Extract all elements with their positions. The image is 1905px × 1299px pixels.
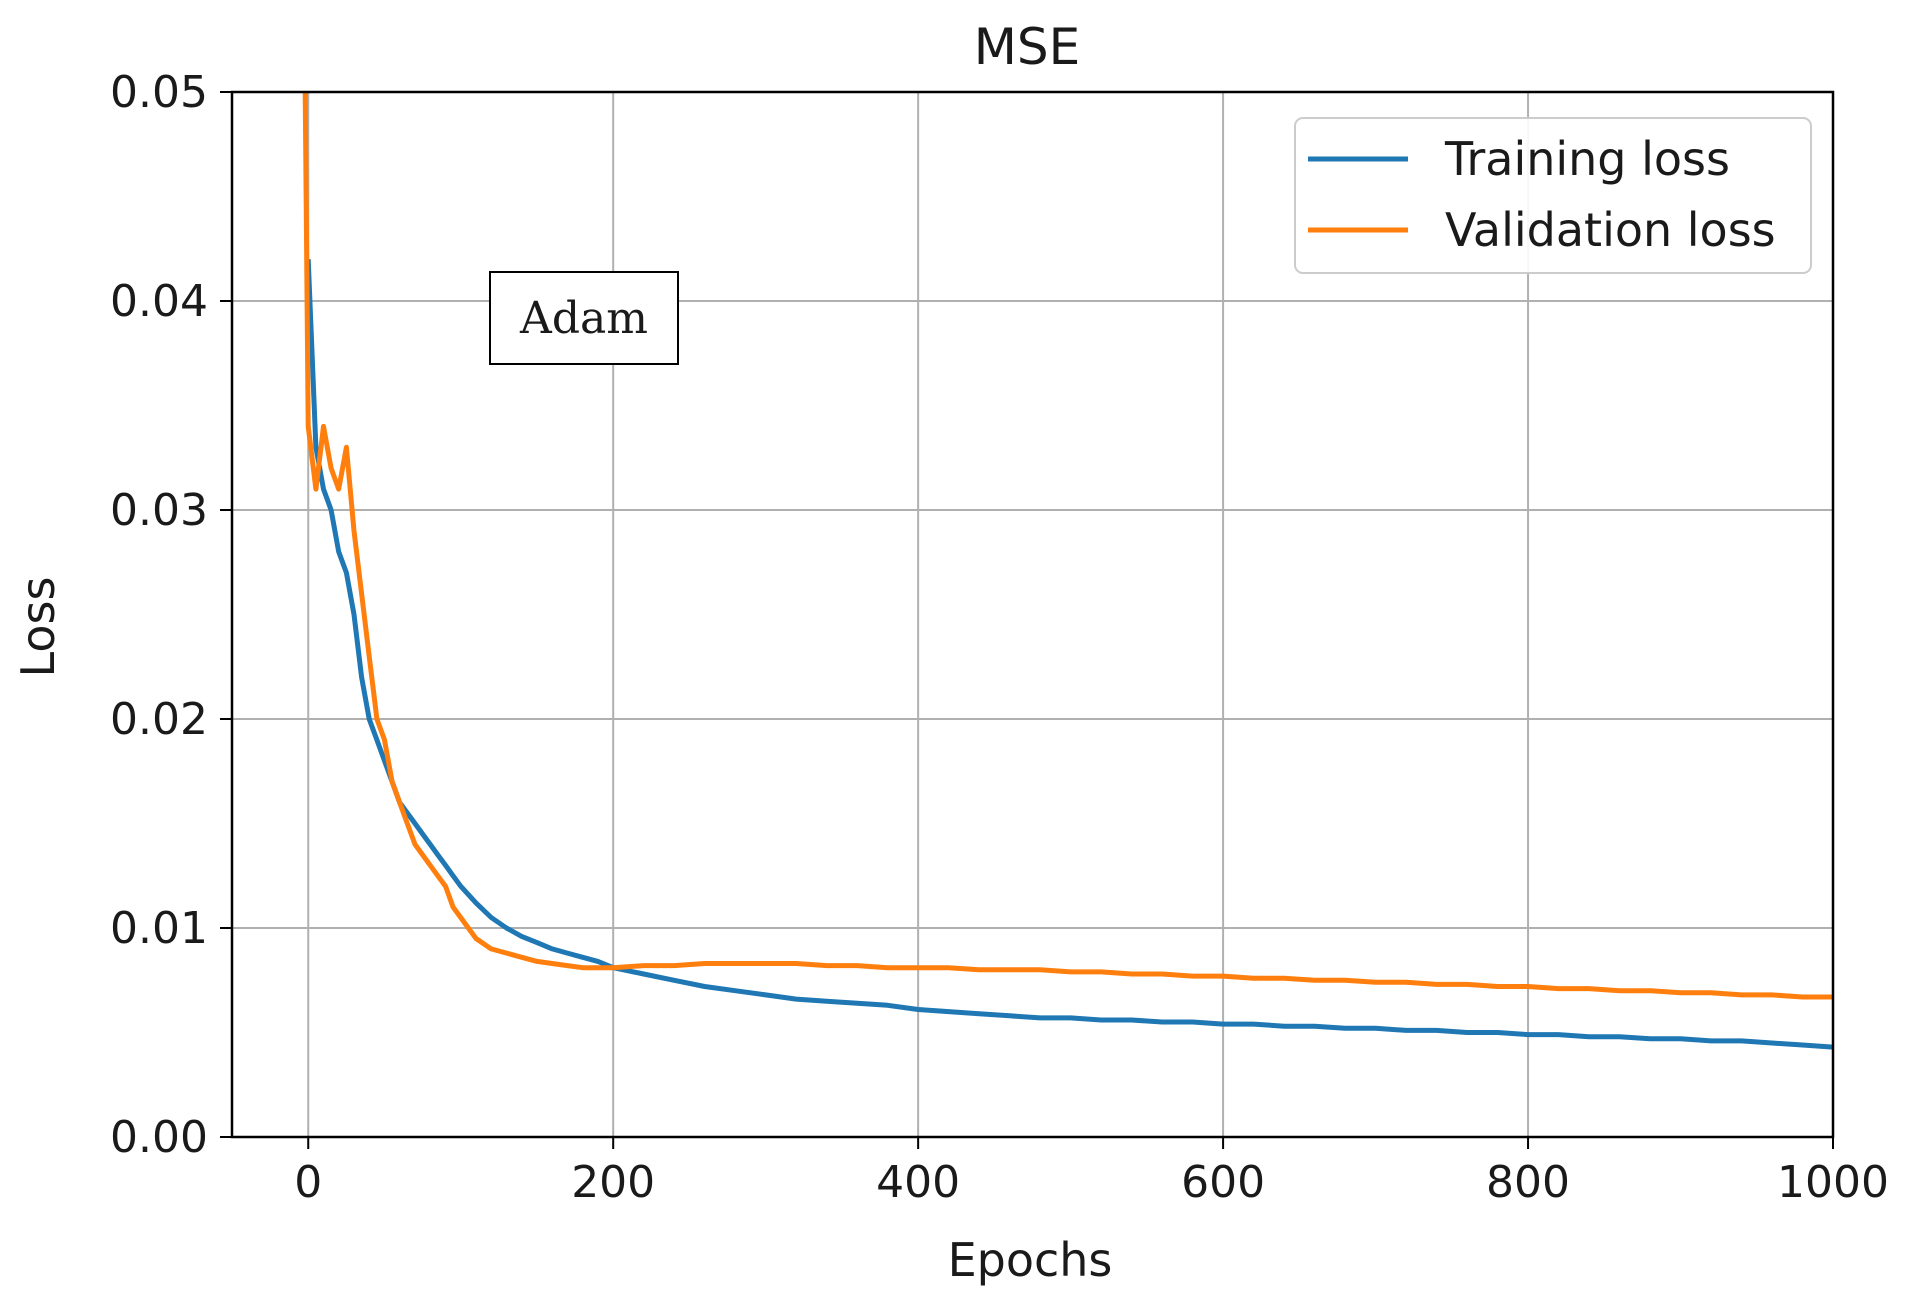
y-tick-label: 0.02: [110, 694, 208, 745]
x-tick-label: 1000: [1777, 1157, 1889, 1208]
x-tick-label: 800: [1486, 1157, 1570, 1208]
x-axis-label: Epochs: [948, 1233, 1113, 1287]
plot-frame: [230, 90, 1835, 1139]
series-layer: [302, 91, 1834, 1050]
y-tick-label: 0.00: [110, 1112, 208, 1163]
y-axis-label: Loss: [11, 577, 65, 678]
x-tick-label: 600: [1181, 1157, 1265, 1208]
optimizer-annotation: Adam: [489, 271, 679, 365]
x-tick-label: 0: [294, 1157, 322, 1208]
annotation-box: [489, 271, 679, 365]
series-validation-loss: [302, 91, 1833, 1000]
legend-label-training: Training loss: [1444, 132, 1730, 186]
legend-box: [1294, 117, 1812, 274]
x-tick-label: 400: [876, 1157, 960, 1208]
x-axis-ticks: 0 200 400 600 800 1000: [294, 1137, 1889, 1208]
y-axis-ticks: 0.00 0.01 0.02 0.03 0.04 0.05: [110, 67, 232, 1163]
chart-title: MSE: [974, 18, 1080, 76]
legend-label-validation: Validation loss: [1445, 203, 1776, 257]
legend: Training loss Validation loss: [1294, 117, 1812, 274]
y-tick-label: 0.04: [110, 276, 208, 327]
y-tick-label: 0.05: [110, 67, 208, 118]
y-tick-label: 0.03: [110, 485, 208, 536]
y-tick-label: 0.01: [110, 903, 208, 954]
x-tick-label: 200: [571, 1157, 655, 1208]
annotation-text: Adam: [519, 293, 648, 344]
